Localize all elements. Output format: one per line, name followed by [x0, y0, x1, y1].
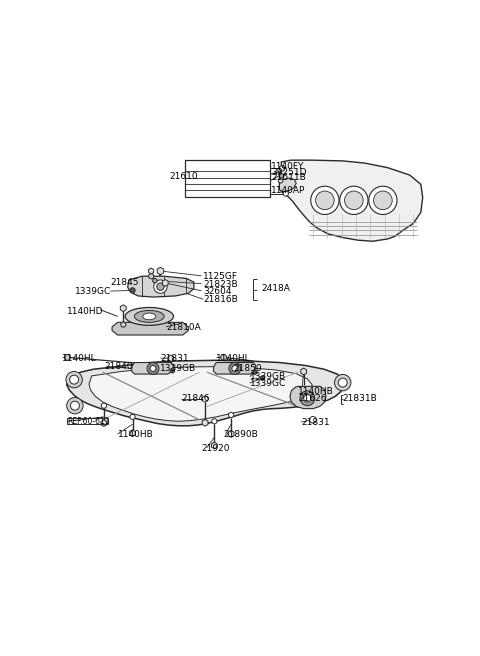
Circle shape	[252, 370, 257, 375]
Text: 21845: 21845	[110, 278, 139, 287]
Text: 21810A: 21810A	[166, 323, 201, 332]
Text: 1339GB: 1339GB	[250, 372, 286, 381]
Polygon shape	[202, 419, 208, 426]
Text: 1339GC: 1339GC	[75, 287, 111, 296]
Text: 1140HL: 1140HL	[62, 354, 96, 363]
Circle shape	[310, 417, 316, 423]
Circle shape	[170, 369, 175, 373]
Circle shape	[101, 403, 107, 408]
Circle shape	[70, 375, 79, 384]
Ellipse shape	[143, 313, 156, 319]
Circle shape	[228, 413, 234, 418]
Circle shape	[260, 376, 264, 380]
Circle shape	[300, 391, 315, 405]
Bar	[185, 160, 270, 197]
Circle shape	[212, 419, 217, 424]
Circle shape	[279, 174, 284, 178]
Text: 1339GC: 1339GC	[250, 379, 286, 388]
Polygon shape	[212, 442, 217, 449]
Circle shape	[64, 354, 71, 360]
Circle shape	[345, 191, 363, 210]
Circle shape	[311, 186, 339, 215]
Polygon shape	[278, 178, 283, 183]
Text: REF.60-611: REF.60-611	[67, 417, 110, 426]
Circle shape	[130, 414, 135, 419]
Circle shape	[148, 274, 154, 279]
Polygon shape	[213, 363, 256, 374]
Polygon shape	[149, 268, 154, 274]
Circle shape	[66, 371, 83, 388]
Polygon shape	[120, 305, 126, 312]
Circle shape	[338, 378, 347, 387]
Polygon shape	[168, 355, 174, 362]
Polygon shape	[301, 368, 307, 375]
Text: 21610: 21610	[170, 172, 198, 181]
Circle shape	[283, 191, 288, 196]
Polygon shape	[290, 386, 326, 409]
Circle shape	[67, 398, 83, 414]
Circle shape	[202, 396, 208, 402]
Circle shape	[71, 401, 79, 410]
Polygon shape	[130, 430, 135, 436]
Polygon shape	[128, 276, 194, 297]
Text: 1125GF: 1125GF	[203, 272, 238, 281]
Circle shape	[373, 191, 392, 210]
Text: 21816B: 21816B	[203, 295, 238, 304]
Text: 2418A: 2418A	[261, 284, 290, 293]
Text: 21831: 21831	[160, 354, 189, 363]
Text: 21890B: 21890B	[224, 430, 258, 440]
Polygon shape	[279, 165, 285, 171]
Polygon shape	[279, 160, 423, 241]
Circle shape	[221, 354, 227, 360]
Text: 1140FY: 1140FY	[271, 161, 305, 171]
Circle shape	[369, 186, 397, 215]
Text: 21823B: 21823B	[203, 279, 238, 289]
Text: 32604: 32604	[203, 287, 232, 296]
Text: 21831B: 21831B	[343, 394, 377, 403]
Circle shape	[153, 278, 157, 283]
Text: 21850: 21850	[233, 364, 262, 373]
Polygon shape	[162, 279, 168, 286]
Polygon shape	[279, 178, 296, 192]
Text: 1140HD: 1140HD	[67, 307, 104, 316]
Circle shape	[229, 363, 241, 375]
Circle shape	[130, 288, 135, 293]
Circle shape	[120, 322, 126, 327]
Text: 21626: 21626	[298, 394, 326, 403]
Polygon shape	[67, 360, 344, 426]
Circle shape	[150, 365, 156, 371]
Circle shape	[156, 283, 164, 291]
Circle shape	[315, 191, 334, 210]
Circle shape	[154, 280, 167, 293]
Text: 1140AP: 1140AP	[271, 186, 306, 195]
Text: 21831: 21831	[301, 418, 330, 427]
Polygon shape	[89, 367, 312, 421]
Circle shape	[304, 394, 311, 402]
Text: 1339GB: 1339GB	[160, 364, 197, 373]
Circle shape	[335, 375, 351, 391]
Bar	[67, 419, 108, 424]
Text: 1140HB: 1140HB	[118, 430, 154, 440]
Text: 21611B: 21611B	[271, 173, 306, 182]
Polygon shape	[132, 363, 173, 374]
Text: 21920: 21920	[202, 444, 230, 453]
Ellipse shape	[125, 308, 173, 325]
Circle shape	[340, 186, 368, 215]
Text: 1140HL: 1140HL	[216, 354, 251, 363]
Ellipse shape	[134, 310, 164, 322]
Polygon shape	[228, 430, 234, 438]
Text: 21840: 21840	[105, 363, 133, 371]
Text: 39251D: 39251D	[271, 167, 307, 176]
Polygon shape	[101, 420, 107, 426]
Circle shape	[232, 365, 238, 371]
Text: 1140HB: 1140HB	[298, 387, 334, 396]
Polygon shape	[157, 267, 164, 275]
Text: 21846: 21846	[181, 394, 209, 403]
Polygon shape	[112, 322, 188, 335]
Circle shape	[147, 363, 159, 375]
